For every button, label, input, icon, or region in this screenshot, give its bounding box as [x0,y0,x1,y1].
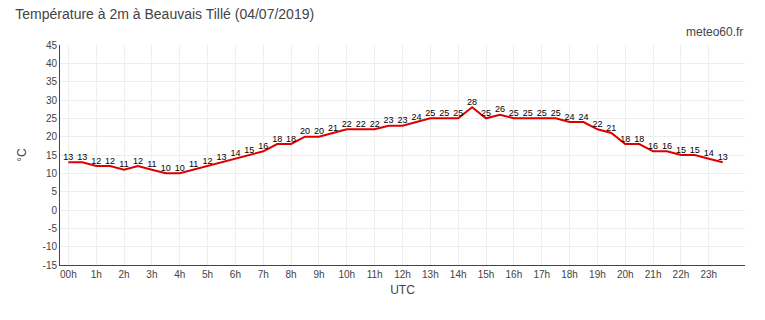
svg-text:14: 14 [704,148,714,158]
svg-text:10h: 10h [338,269,355,280]
svg-text:30: 30 [46,95,58,106]
svg-text:-10: -10 [43,241,58,252]
svg-text:Température à 2m à Beauvais Ti: Température à 2m à Beauvais Tillé (04/07… [15,6,314,22]
svg-text:25: 25 [453,108,463,118]
svg-text:24: 24 [565,112,575,122]
svg-text:2h: 2h [118,269,129,280]
svg-text:22h: 22h [673,269,690,280]
svg-text:25: 25 [481,108,491,118]
svg-text:13h: 13h [422,269,439,280]
svg-text:21: 21 [328,123,338,133]
svg-text:20: 20 [300,126,310,136]
svg-text:5h: 5h [202,269,213,280]
svg-text:16: 16 [648,141,658,151]
svg-text:28: 28 [467,97,477,107]
svg-text:35: 35 [46,76,58,87]
svg-text:24: 24 [578,112,588,122]
svg-text:14: 14 [230,148,240,158]
svg-text:16: 16 [258,141,268,151]
svg-text:22: 22 [356,119,366,129]
svg-text:25: 25 [537,108,547,118]
svg-text:15: 15 [244,145,254,155]
svg-text:13: 13 [718,152,728,162]
svg-text:4h: 4h [174,269,185,280]
svg-text:7h: 7h [258,269,269,280]
svg-text:19h: 19h [589,269,606,280]
svg-text:UTC: UTC [390,283,415,297]
svg-text:16: 16 [662,141,672,151]
svg-text:15: 15 [676,145,686,155]
svg-text:10: 10 [175,163,185,173]
svg-text:18h: 18h [561,269,578,280]
svg-text:25: 25 [523,108,533,118]
svg-text:12: 12 [133,156,143,166]
svg-text:45: 45 [46,40,58,51]
svg-text:14h: 14h [450,269,467,280]
svg-text:40: 40 [46,58,58,69]
svg-text:0: 0 [51,205,57,216]
svg-text:13: 13 [216,152,226,162]
svg-text:20: 20 [46,131,58,142]
svg-text:15: 15 [46,150,58,161]
svg-text:18: 18 [286,134,296,144]
svg-text:25: 25 [509,108,519,118]
svg-text:12h: 12h [394,269,411,280]
svg-text:-15: -15 [43,260,58,271]
svg-text:meteo60.fr: meteo60.fr [686,25,743,39]
svg-text:17h: 17h [533,269,550,280]
svg-text:22: 22 [370,119,380,129]
svg-text:18: 18 [634,134,644,144]
svg-text:10: 10 [46,168,58,179]
svg-text:11: 11 [119,159,128,169]
svg-text:10: 10 [161,163,171,173]
svg-text:12: 12 [105,156,115,166]
svg-text:25: 25 [46,113,58,124]
svg-text:12: 12 [203,156,213,166]
svg-text:12: 12 [91,156,101,166]
svg-text:11h: 11h [367,269,383,280]
svg-text:23h: 23h [700,269,717,280]
svg-text:25: 25 [551,108,561,118]
svg-text:13: 13 [63,152,73,162]
svg-text:21: 21 [606,123,616,133]
svg-text:9h: 9h [313,269,324,280]
svg-text:18: 18 [620,134,630,144]
svg-text:00h: 00h [60,269,77,280]
svg-text:23: 23 [397,115,407,125]
svg-text:3h: 3h [146,269,157,280]
svg-text:11: 11 [147,159,156,169]
svg-text:22: 22 [342,119,352,129]
svg-text:15: 15 [690,145,700,155]
svg-text:8h: 8h [286,269,297,280]
svg-text:23: 23 [384,115,394,125]
svg-text:25: 25 [439,108,449,118]
svg-text:16h: 16h [506,269,523,280]
svg-text:21h: 21h [645,269,662,280]
svg-text:20: 20 [314,126,324,136]
svg-text:11: 11 [189,159,198,169]
svg-text:-5: -5 [48,223,57,234]
svg-text:13: 13 [77,152,87,162]
svg-text:24: 24 [411,112,421,122]
svg-text:6h: 6h [230,269,241,280]
svg-text:20h: 20h [617,269,634,280]
svg-text:26: 26 [495,104,505,114]
svg-text:15h: 15h [478,269,495,280]
svg-text:18: 18 [272,134,282,144]
svg-text:°C: °C [15,148,29,162]
svg-text:25: 25 [425,108,435,118]
svg-text:5: 5 [51,186,57,197]
svg-text:1h: 1h [91,269,102,280]
svg-text:22: 22 [592,119,602,129]
